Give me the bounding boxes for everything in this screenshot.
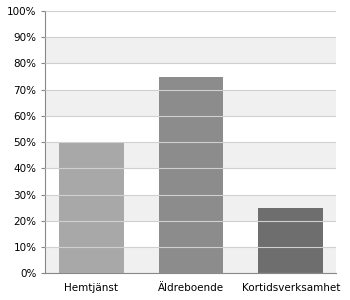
Bar: [46, 11, 336, 37]
Bar: [46, 195, 336, 221]
Bar: [46, 221, 336, 247]
Bar: [46, 63, 336, 90]
Bar: [159, 76, 223, 273]
Bar: [46, 247, 336, 273]
Bar: [46, 90, 336, 116]
Bar: [46, 168, 336, 195]
Bar: [258, 208, 323, 273]
Bar: [59, 142, 124, 273]
Bar: [46, 142, 336, 168]
Bar: [46, 37, 336, 63]
Bar: [46, 116, 336, 142]
